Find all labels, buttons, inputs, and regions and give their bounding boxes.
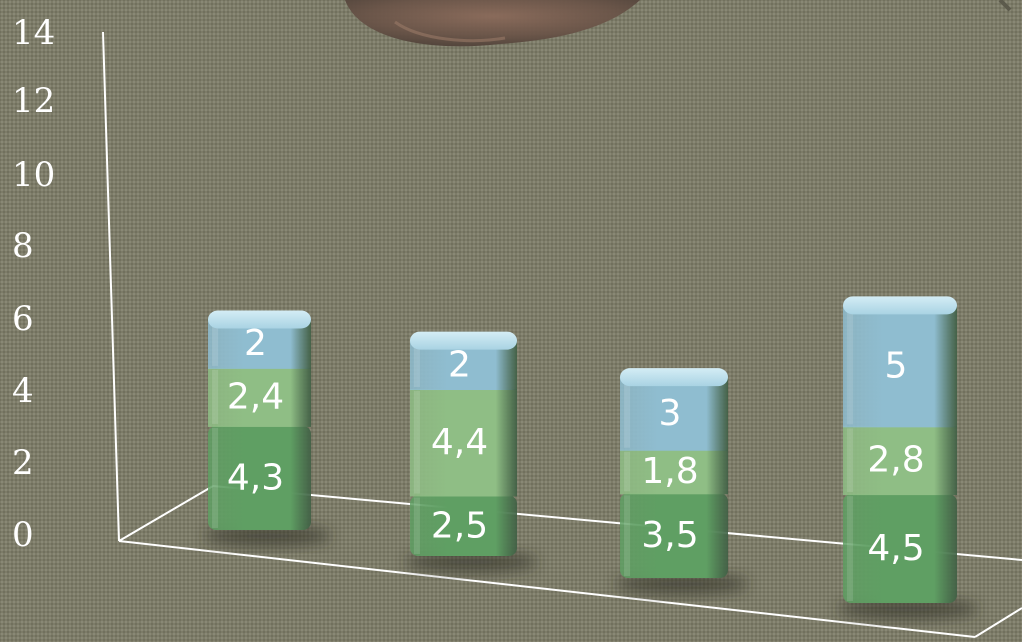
bar-segment-highlight bbox=[624, 495, 630, 576]
bar-segment-highlight bbox=[414, 342, 420, 388]
bar-segment-2-series-1 bbox=[410, 495, 517, 556]
y-tick-label-6: 6 bbox=[12, 299, 34, 339]
y-tick-label-0: 0 bbox=[12, 515, 34, 555]
data-label-3-series-1: 3,5 bbox=[641, 515, 698, 556]
bar-column-1: 4,3 2,4 2 bbox=[203, 310, 332, 547]
data-label-2-series-2: 4,4 bbox=[431, 422, 488, 463]
axes bbox=[102, 31, 1022, 638]
y-tick-label-12: 12 bbox=[12, 81, 55, 121]
y-tick-label-10: 10 bbox=[12, 155, 55, 195]
y-axis-tick-labels: 0 2 4 6 8 10 12 14 bbox=[12, 13, 55, 555]
decorative-top-line bbox=[998, 0, 1012, 12]
data-label-3-series-3: 3 bbox=[659, 393, 682, 434]
bar-segment-3-series-1 bbox=[620, 493, 728, 578]
bar-segment-highlight bbox=[414, 391, 420, 494]
bar-segment-3-series-2 bbox=[620, 449, 728, 495]
bar-top-cap-3 bbox=[620, 368, 728, 387]
bar-segment-highlight bbox=[212, 427, 218, 528]
bar-segment-highlight bbox=[624, 379, 630, 448]
data-label-4-series-2: 2,8 bbox=[867, 440, 924, 481]
bar-shadow bbox=[837, 598, 979, 620]
y-tick-label-8: 8 bbox=[12, 226, 34, 266]
bar-segment-1-series-2 bbox=[208, 367, 311, 427]
bar-segment-highlight bbox=[624, 451, 630, 492]
bar-segment-highlight bbox=[847, 307, 853, 425]
bar-column-2: 2,5 4,4 2 bbox=[405, 331, 538, 573]
y-tick-label-14: 14 bbox=[12, 13, 55, 53]
bar-shadow bbox=[203, 525, 332, 547]
floor-left-edge bbox=[118, 485, 214, 542]
bar-segment-2-series-2 bbox=[410, 389, 517, 497]
y-axis-line bbox=[102, 31, 120, 542]
data-label-3-series-2: 1,8 bbox=[641, 451, 698, 492]
bar-segment-1-series-1 bbox=[208, 425, 311, 530]
bar-columns: 4,3 2,4 2 2,5 4,4 2 3,5 1,8 3 4,5 2,8 5 bbox=[203, 296, 979, 620]
bar-segment-highlight bbox=[212, 369, 218, 424]
data-label-4-series-3: 5 bbox=[885, 345, 908, 386]
decorative-top-object bbox=[345, 0, 640, 47]
bar-segment-highlight bbox=[847, 428, 853, 493]
bar-top-cap-1 bbox=[208, 310, 311, 329]
bar-segment-4-series-2 bbox=[843, 426, 957, 496]
bar-segment-highlight bbox=[414, 497, 420, 554]
bar-top-cap-2 bbox=[410, 331, 517, 350]
data-label-1-series-1: 4,3 bbox=[227, 457, 284, 498]
bar-shadow bbox=[405, 551, 538, 573]
bar-segment-4-series-3 bbox=[843, 305, 957, 428]
y-tick-label-2: 2 bbox=[12, 443, 34, 483]
bar-segment-4-series-1 bbox=[843, 494, 957, 603]
bar-segment-highlight bbox=[847, 496, 853, 601]
bar-segment-highlight bbox=[212, 321, 218, 366]
data-label-2-series-1: 2,5 bbox=[431, 505, 488, 546]
bar-column-3: 3,5 1,8 3 bbox=[615, 368, 749, 595]
data-label-4-series-1: 4,5 bbox=[867, 528, 924, 569]
floor-right-edge bbox=[974, 607, 1022, 638]
data-label-2-series-3: 2 bbox=[448, 344, 471, 385]
bar-segment-3-series-3 bbox=[620, 377, 728, 451]
bar-column-4: 4,5 2,8 5 bbox=[837, 296, 979, 620]
bar-shadow bbox=[615, 573, 749, 595]
data-label-1-series-3: 2 bbox=[244, 323, 267, 364]
data-label-1-series-2: 2,4 bbox=[227, 376, 284, 417]
y-tick-label-4: 4 bbox=[12, 371, 34, 411]
floor-front-edge bbox=[118, 540, 976, 638]
bar-top-cap-4 bbox=[843, 296, 957, 315]
